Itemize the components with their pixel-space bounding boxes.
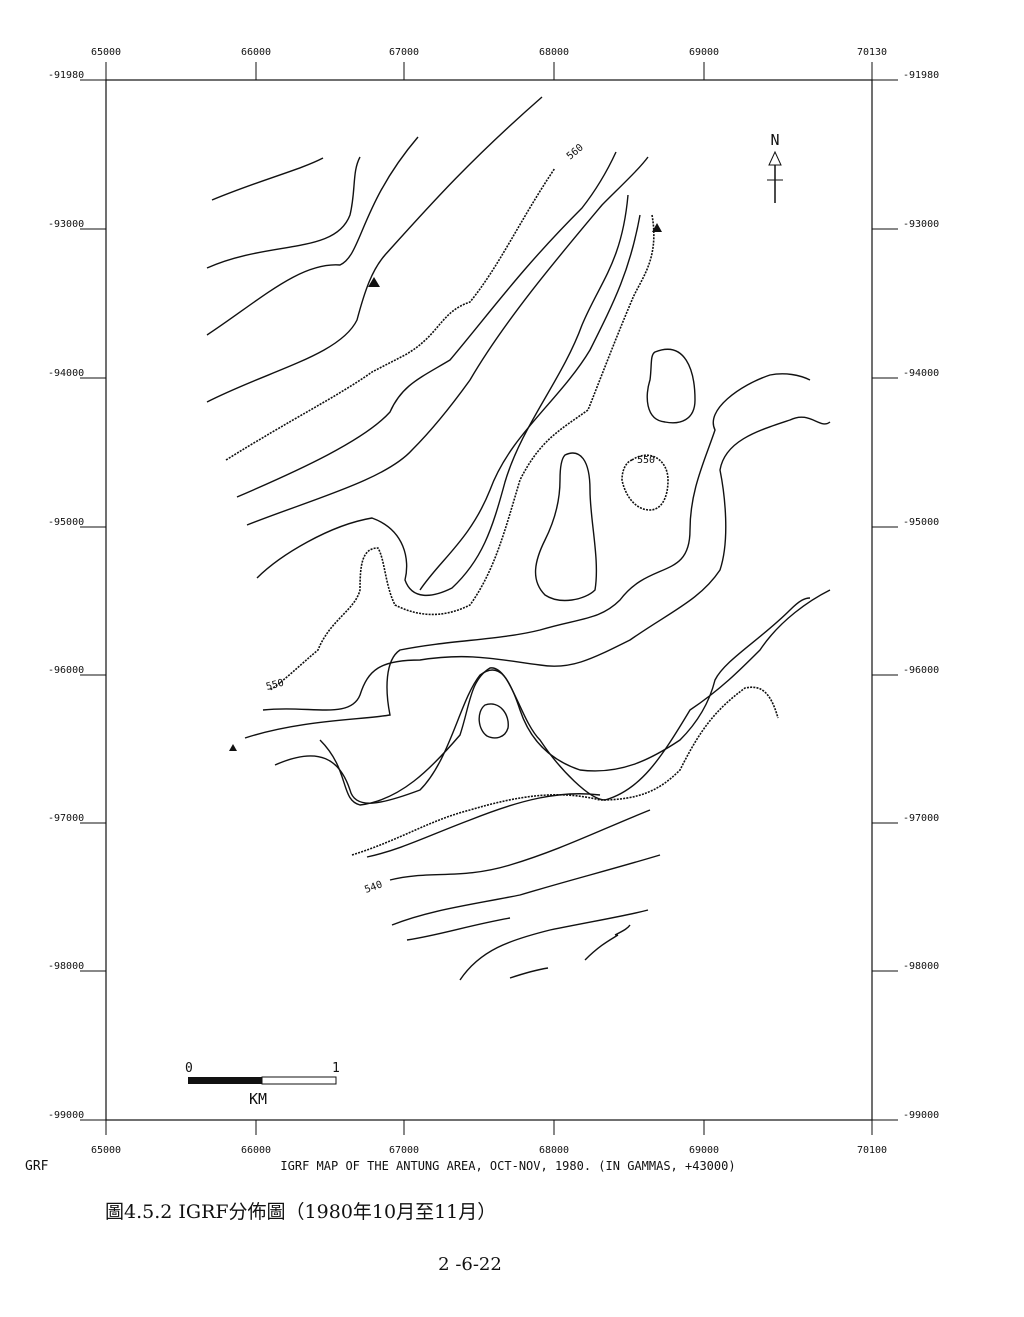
north-label: N bbox=[770, 131, 779, 149]
right-label: -99000 bbox=[903, 1110, 939, 1121]
corner-label: GRF bbox=[25, 1159, 49, 1174]
right-label: -96000 bbox=[903, 665, 939, 676]
top-label: 66000 bbox=[241, 47, 271, 58]
right-label: -94000 bbox=[903, 368, 939, 379]
contour-label: 560 bbox=[565, 142, 586, 162]
bottom-label: 67000 bbox=[389, 1145, 419, 1156]
bottom-label: 69000 bbox=[689, 1145, 719, 1156]
top-label: 67000 bbox=[389, 47, 419, 58]
bottom-label: 68000 bbox=[539, 1145, 569, 1156]
left-label: -98000 bbox=[48, 961, 84, 972]
contours bbox=[206, 96, 831, 981]
contour-label: 550 bbox=[265, 678, 285, 693]
north-arrow bbox=[767, 150, 783, 203]
bottom-label: 70100 bbox=[857, 1145, 887, 1156]
right-label: -95000 bbox=[903, 517, 939, 528]
scale-start: 0 bbox=[185, 1061, 193, 1076]
right-label: -91980 bbox=[903, 70, 939, 81]
map-title: IGRF MAP OF THE ANTUNG AREA, OCT-NOV, 19… bbox=[280, 1159, 735, 1173]
page-number: 2 -6-22 bbox=[438, 1254, 502, 1275]
left-label: -93000 bbox=[48, 219, 84, 230]
left-label: -99000 bbox=[48, 1110, 84, 1121]
bottom-label: 65000 bbox=[91, 1145, 121, 1156]
left-label: -94000 bbox=[48, 368, 84, 379]
right-label: -93000 bbox=[903, 219, 939, 230]
right-label: -98000 bbox=[903, 961, 939, 972]
top-label: 65000 bbox=[91, 47, 121, 58]
top-label: 68000 bbox=[539, 47, 569, 58]
left-label: -95000 bbox=[48, 517, 84, 528]
bottom-label: 66000 bbox=[241, 1145, 271, 1156]
scale-end: 1 bbox=[332, 1061, 340, 1076]
top-label: 70130 bbox=[857, 47, 887, 58]
scale-unit: KM bbox=[249, 1090, 267, 1108]
left-label: -97000 bbox=[48, 813, 84, 824]
right-label: -97000 bbox=[903, 813, 939, 824]
left-label: -96000 bbox=[48, 665, 84, 676]
figure-caption: 圖4.5.2 IGRF分佈圖（1980年10月至11月） bbox=[105, 1201, 496, 1223]
top-label: 69000 bbox=[689, 47, 719, 58]
contour-label: 540 bbox=[363, 879, 384, 896]
map-frame bbox=[105, 79, 873, 1121]
station-markers bbox=[229, 223, 662, 751]
contour-label: 550 bbox=[637, 455, 655, 466]
scale-bar bbox=[188, 1076, 337, 1085]
left-label: -91980 bbox=[48, 70, 84, 81]
